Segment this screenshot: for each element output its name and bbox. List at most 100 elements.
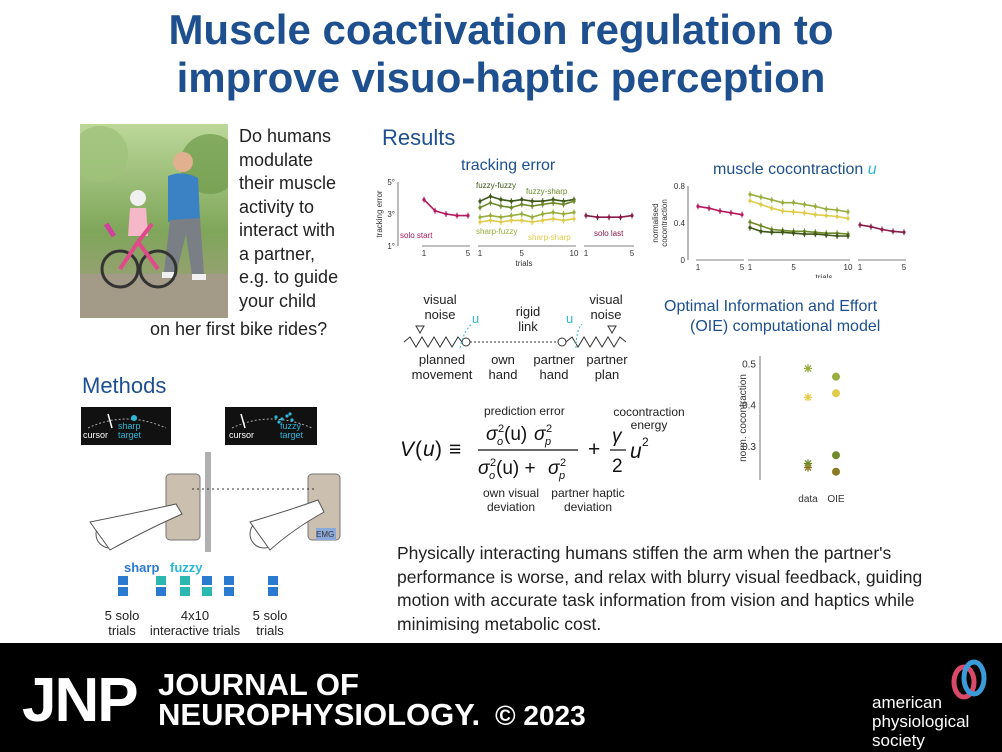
model-point xyxy=(832,372,840,381)
data-point xyxy=(572,210,576,214)
y-tick-label: 0.4 xyxy=(742,401,756,412)
prediction-error-label: prediction error xyxy=(484,404,565,418)
y-tick-label: 0.8 xyxy=(674,182,686,191)
data-point xyxy=(488,214,493,218)
data-point xyxy=(530,204,534,208)
screen-right-target: fuzzy target xyxy=(280,421,304,440)
y-axis-label: normalised xyxy=(652,203,660,242)
x-tick-label: 5 xyxy=(791,263,796,272)
data-point xyxy=(835,214,839,219)
data-point xyxy=(846,210,850,214)
data-point xyxy=(748,226,752,230)
x-tick-label: 5 xyxy=(466,249,471,258)
planned-movement: planned movement xyxy=(411,352,473,382)
svg-text:σ: σ xyxy=(548,458,561,479)
data-point xyxy=(630,214,634,218)
svg-text:γ: γ xyxy=(612,426,623,447)
series-label: solo last xyxy=(594,229,624,238)
series-line xyxy=(479,200,575,209)
y-tick-label: 3° xyxy=(387,210,395,219)
svg-text:σ: σ xyxy=(478,458,491,479)
oie-chart: 0.3 0.4 0.5 norm. cocontraction data OIE xyxy=(738,356,845,505)
svg-text:V: V xyxy=(400,438,416,461)
data-point xyxy=(509,206,513,210)
data-point xyxy=(520,212,524,216)
svg-text:u: u xyxy=(423,438,435,461)
data-point xyxy=(509,214,513,218)
methods-heading: Methods xyxy=(82,373,167,398)
trials-interactive: 4x10 interactive trials xyxy=(149,608,241,638)
data-point xyxy=(488,218,493,222)
footer xyxy=(0,643,1002,752)
svg-text:2: 2 xyxy=(546,423,552,435)
data-point xyxy=(561,218,566,222)
series-line xyxy=(749,193,849,213)
data-point xyxy=(835,234,839,238)
x-tick-label: 1 xyxy=(422,249,427,258)
screen-right xyxy=(225,407,317,445)
data-marker xyxy=(804,364,812,373)
data-point xyxy=(466,214,470,218)
data-point xyxy=(846,234,850,238)
data-point xyxy=(422,198,426,202)
data-point xyxy=(530,199,534,203)
data-point xyxy=(520,218,524,222)
journal-name: JOURNAL OF NEUROPHYSIOLOGY. xyxy=(158,667,481,732)
data-point xyxy=(802,211,807,215)
data-point xyxy=(520,198,524,202)
x-tick-label: 5 xyxy=(740,263,745,272)
data-marker xyxy=(804,463,812,472)
data-point xyxy=(455,214,459,218)
svg-text:2: 2 xyxy=(498,423,504,435)
data-point xyxy=(824,214,828,218)
society-name: american physiological society xyxy=(872,693,970,750)
data-point xyxy=(824,233,828,237)
data-point xyxy=(509,218,513,222)
x-tick-label: 1 xyxy=(748,263,753,272)
oie-title-1: Optimal Information and Effort xyxy=(664,298,878,315)
partner-haptic-label: partner haptic deviation xyxy=(551,486,625,514)
y-axis-label: cocontraction xyxy=(660,199,669,247)
svg-text:σ: σ xyxy=(486,424,499,445)
series-line xyxy=(479,217,575,223)
y-axis-label: norm. cocontraction xyxy=(738,374,749,462)
svg-text:2: 2 xyxy=(612,456,623,477)
svg-text:2: 2 xyxy=(560,457,566,469)
data-point xyxy=(561,212,566,216)
data-point xyxy=(551,198,555,202)
data-point xyxy=(729,211,733,215)
svg-text:(u): (u) xyxy=(504,424,527,445)
data-point xyxy=(781,230,785,234)
u-right: u xyxy=(566,311,574,326)
data-point xyxy=(846,216,850,220)
data-point xyxy=(813,232,817,236)
svg-text:u: u xyxy=(630,440,642,463)
y-tick-label: 5° xyxy=(387,178,395,187)
data-point xyxy=(509,199,513,203)
data-point xyxy=(813,213,817,217)
data-point xyxy=(824,207,828,211)
data-point xyxy=(759,202,763,207)
svg-text:): ) xyxy=(435,438,442,461)
x-tick-label: 5 xyxy=(630,249,635,258)
tracking-title: tracking error xyxy=(461,157,556,174)
series-line xyxy=(749,226,848,237)
cocontraction-title: muscle cocontraction u xyxy=(713,161,877,178)
data-point xyxy=(478,199,482,203)
aps-logo-icon xyxy=(951,659,987,700)
x-tick-label: 1 xyxy=(584,249,589,258)
x-tick-label: 1 xyxy=(478,249,483,258)
data-point xyxy=(770,230,774,234)
legend-fuzzy: fuzzy xyxy=(170,560,203,575)
trials-solo-last: 5 solo trials xyxy=(252,608,288,638)
data-marker xyxy=(804,393,812,402)
question-text: Do humans modulate their muscle activity… xyxy=(239,126,339,311)
data-point xyxy=(572,199,576,203)
u-left: u xyxy=(472,311,480,326)
svg-text:p: p xyxy=(544,436,551,448)
data-point xyxy=(759,224,763,228)
data-point xyxy=(541,199,545,203)
data-point xyxy=(561,202,566,206)
svg-text:2: 2 xyxy=(642,435,649,449)
series-label: solo start xyxy=(400,231,433,240)
